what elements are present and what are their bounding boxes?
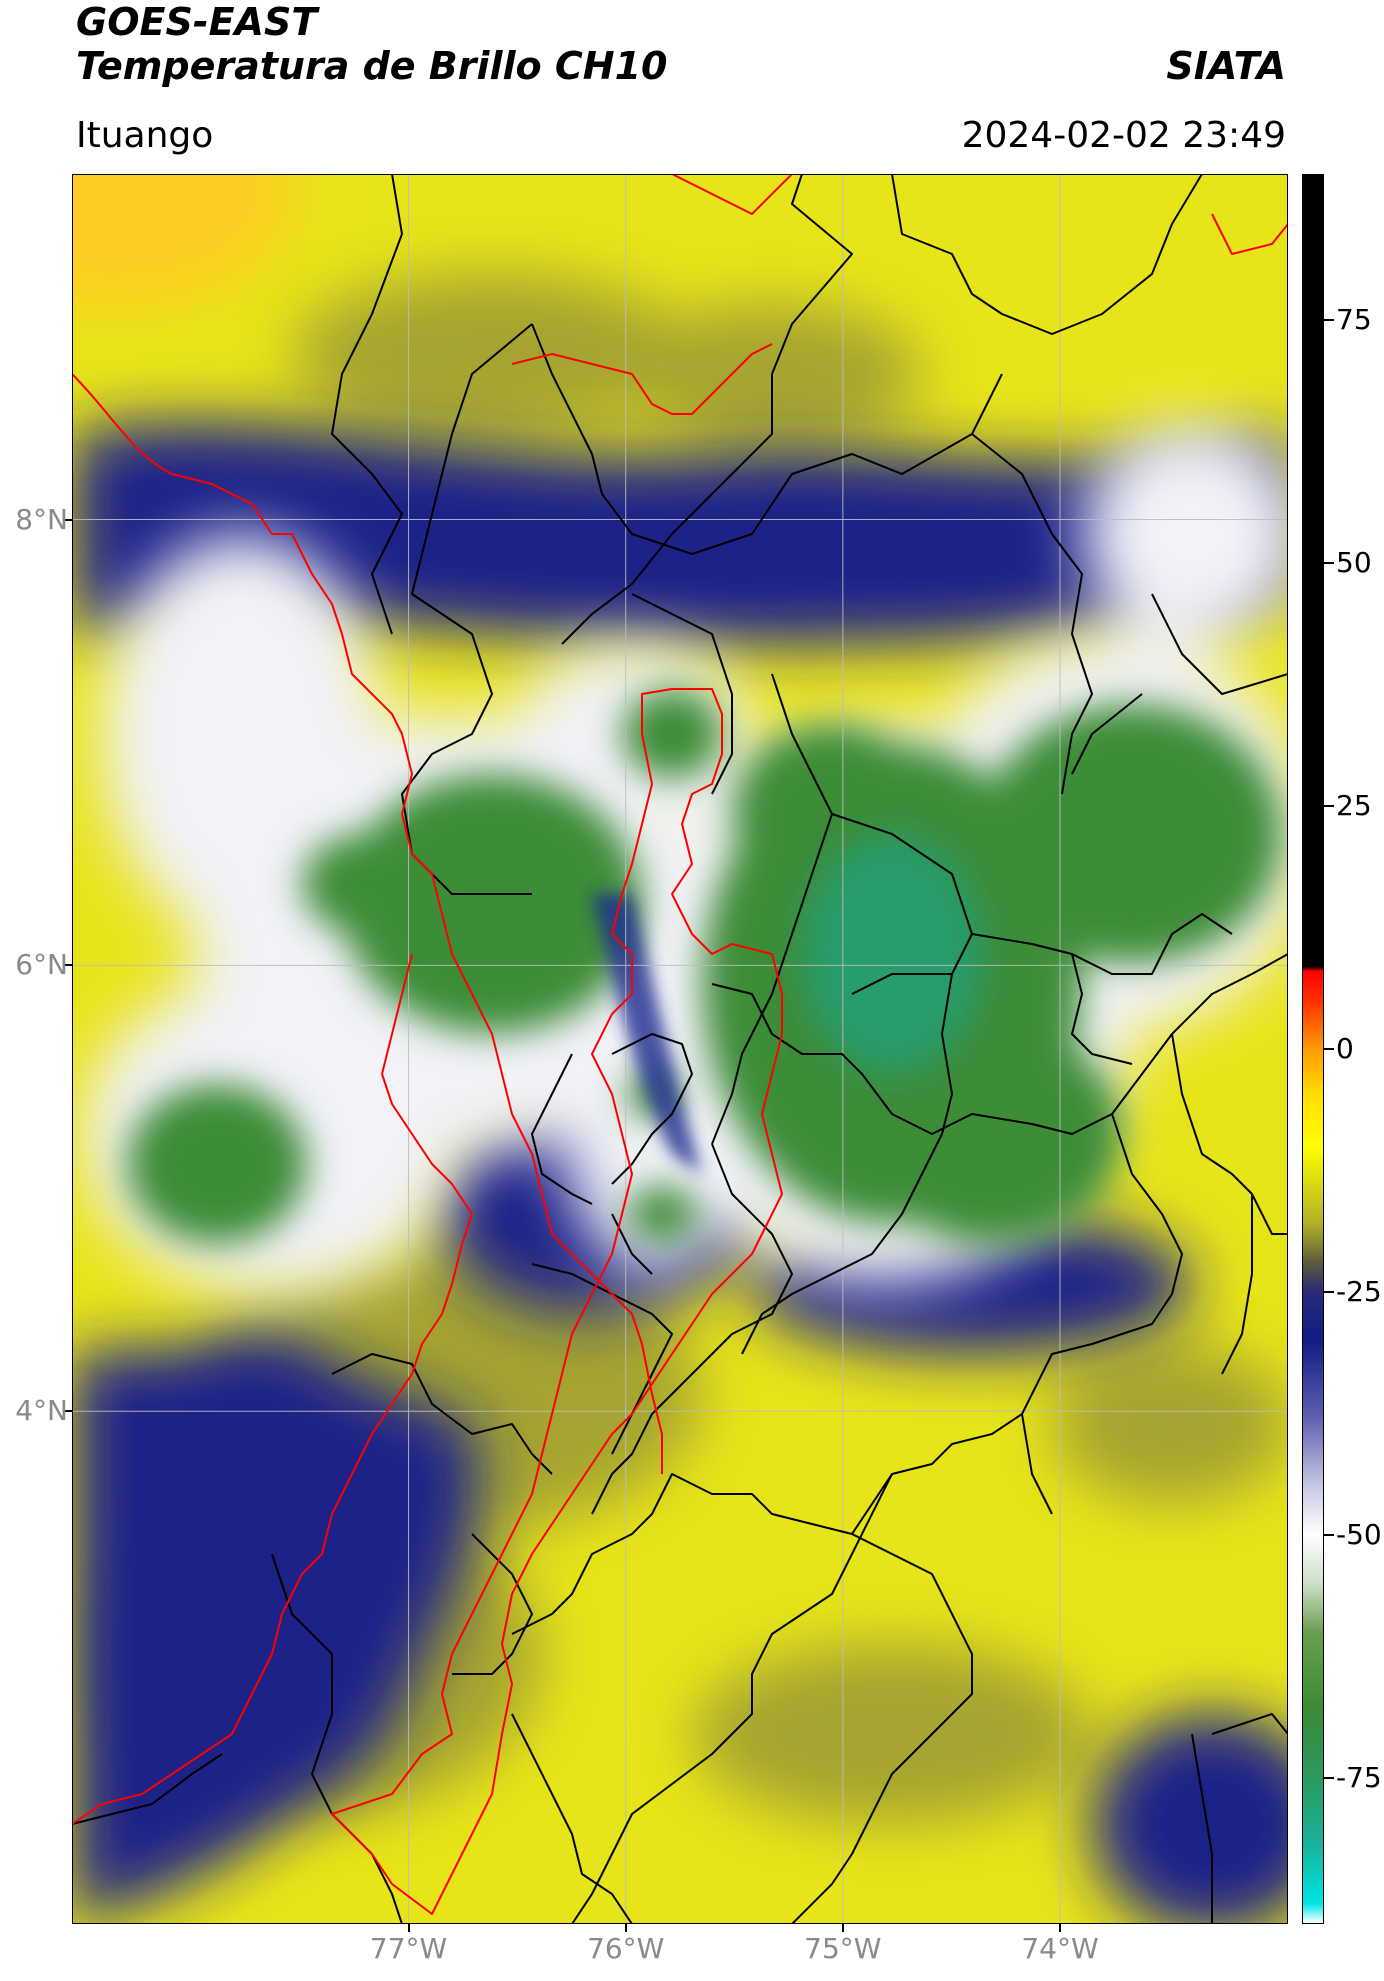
colorbar-tick (1324, 1048, 1334, 1050)
lat-label: 4°N (15, 1394, 68, 1428)
colorbar (1302, 174, 1324, 1924)
colorbar-label: 50 (1336, 545, 1372, 579)
antioquia-boundary (72, 174, 1288, 1915)
lon-tick (1059, 1924, 1061, 1932)
region-label: Ituango (76, 115, 214, 156)
satellite-map[interactable] (72, 174, 1288, 1924)
colorbar-label: -50 (1336, 1518, 1382, 1552)
lon-tick (841, 1924, 844, 1932)
colorbar-label: -75 (1336, 1761, 1382, 1795)
colorbar-tick (1324, 1777, 1334, 1780)
timestamp-label: 2024-02-02 23:49 (961, 115, 1286, 156)
colorbar-tick (1324, 804, 1334, 807)
graticule (72, 174, 1288, 1924)
colorbar-label: 25 (1336, 788, 1372, 822)
colorbar-label: 75 (1336, 302, 1372, 336)
title-satellite: GOES-EAST (76, 0, 318, 44)
lat-tick (64, 1410, 72, 1413)
brand-label: SIATA (1166, 44, 1286, 88)
lon-tick (624, 1924, 627, 1932)
lon-label: 77°W (369, 1932, 448, 1965)
title-product: Temperatura de Brillo CH10 (76, 44, 668, 88)
colorbar-tick (1324, 1534, 1334, 1537)
lat-tick (64, 964, 72, 967)
lon-label: 75°W (804, 1932, 882, 1965)
lon-label: 76°W (587, 1932, 665, 1965)
lat-label: 8°N (15, 502, 68, 536)
colorbar-tick (1324, 1291, 1334, 1294)
lon-tick (407, 1924, 410, 1932)
colorbar-tick (1324, 318, 1334, 321)
lon-label: 74°W (1021, 1932, 1099, 1965)
brightness-temperature-field (72, 174, 1288, 1924)
colorbar-label: 0 (1336, 1032, 1354, 1065)
lat-label: 6°N (15, 948, 68, 982)
lat-tick (64, 518, 72, 521)
colorbar-tick (1324, 561, 1334, 564)
colorbar-label: -25 (1336, 1275, 1382, 1309)
